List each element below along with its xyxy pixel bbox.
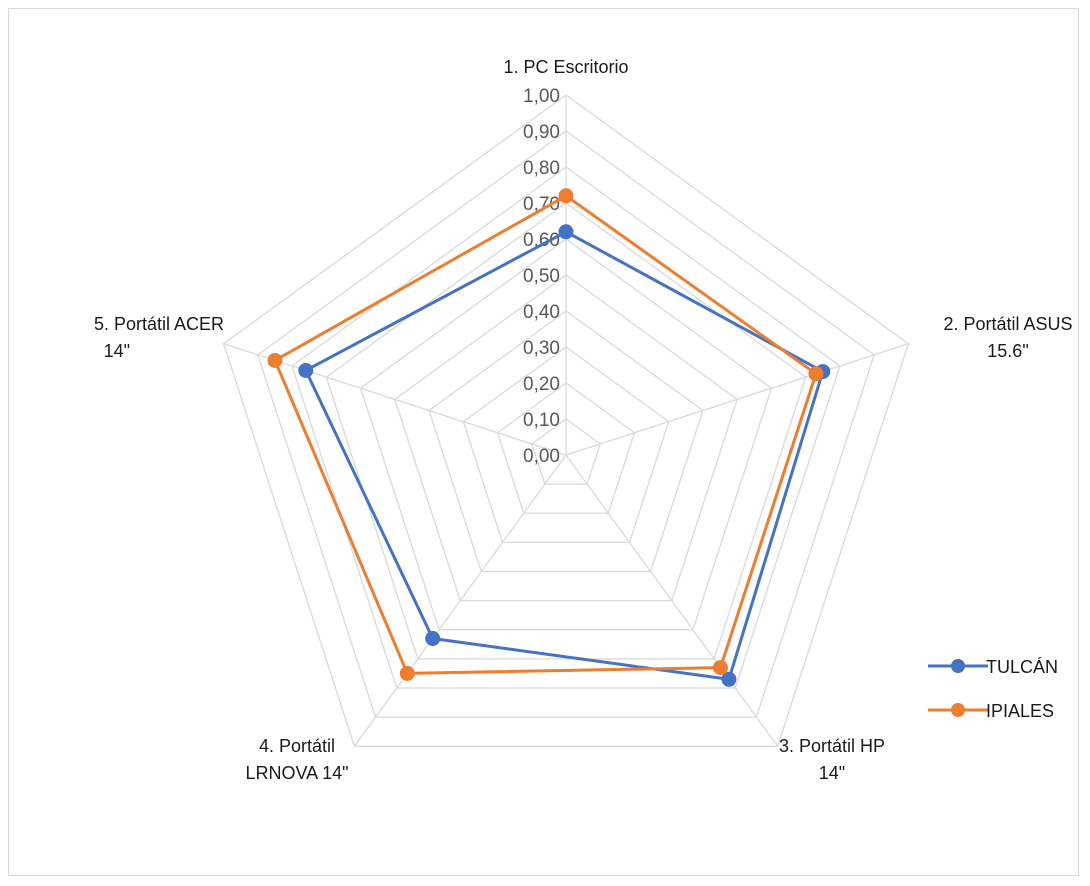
data-point xyxy=(298,362,314,378)
radial-tick-label: 0,60 xyxy=(523,230,560,251)
radial-tick-label: 0,10 xyxy=(523,410,560,431)
grid-ring xyxy=(222,94,910,747)
grid-ring xyxy=(257,130,875,718)
legend-label: IPIALES xyxy=(986,701,1054,721)
grid-ring xyxy=(530,418,602,485)
radial-tick-label: 0,80 xyxy=(523,158,560,179)
legend-swatch-marker xyxy=(951,659,965,673)
legend-swatch-marker xyxy=(951,703,965,717)
data-point xyxy=(558,188,574,204)
category-label: 2. Portátil ASUS 15.6" xyxy=(943,314,1072,361)
radial-tick-label: 0,00 xyxy=(523,446,560,467)
grid-spoke xyxy=(565,343,909,456)
radial-tick-label: 0,30 xyxy=(523,338,560,359)
legend-label: TULCÁN xyxy=(986,657,1058,677)
radial-tick-label: 0,20 xyxy=(523,374,560,395)
chart-frame xyxy=(8,8,1079,876)
radial-tick-label: 0,90 xyxy=(523,122,560,143)
grid-ring xyxy=(325,202,807,660)
category-label: 4. Portátil LRNOVA 14" xyxy=(245,736,348,783)
category-label: 3. Portátil HP 14" xyxy=(779,736,885,783)
data-point xyxy=(721,671,737,687)
data-point xyxy=(425,630,441,646)
series-line xyxy=(273,194,818,675)
data-point xyxy=(808,366,824,382)
data-point xyxy=(399,665,415,681)
grid-ring xyxy=(291,166,841,689)
data-point xyxy=(558,224,574,240)
grid-ring xyxy=(462,346,670,544)
radial-tick-label: 0,40 xyxy=(523,302,560,323)
grid-spoke xyxy=(565,454,779,747)
grid-spoke xyxy=(353,454,567,747)
grid-ring xyxy=(496,382,636,514)
grid-ring xyxy=(428,310,704,573)
grid-ring xyxy=(359,238,773,631)
category-label: 1. PC Escritorio xyxy=(503,57,628,77)
radial-tick-label: 0,50 xyxy=(523,266,560,287)
category-label: 5. Portátil ACER 14" xyxy=(94,314,224,361)
grid-ring xyxy=(394,274,738,602)
data-point xyxy=(267,352,283,368)
radial-tick-label: 0,70 xyxy=(523,194,560,215)
data-point xyxy=(712,660,728,676)
radial-tick-label: 1,00 xyxy=(523,86,560,107)
